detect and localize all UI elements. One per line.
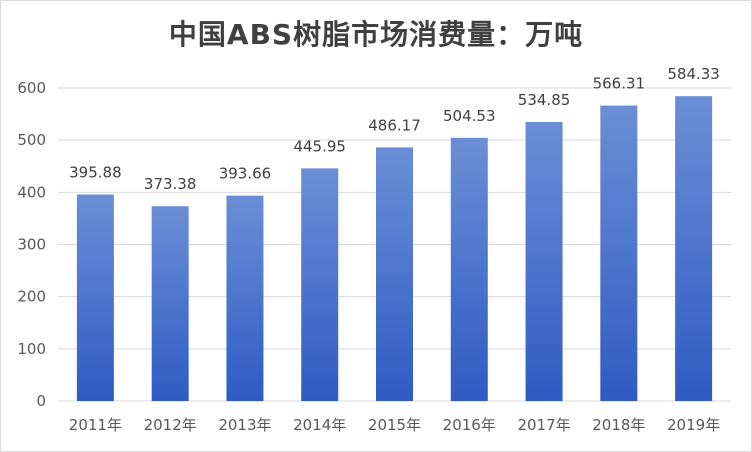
- y-tick-label: 300: [17, 236, 46, 254]
- y-tick-label: 100: [17, 340, 46, 358]
- chart-title: 中国ABS树脂市场消费量：万吨: [168, 18, 584, 51]
- data-label: 504.53: [443, 107, 496, 125]
- data-label: 566.31: [593, 75, 646, 93]
- x-tick-label: 2017年: [517, 416, 570, 434]
- y-tick-label: 600: [17, 79, 46, 97]
- y-tick-label: 400: [17, 183, 46, 201]
- bar: [376, 147, 413, 401]
- x-tick-label: 2016年: [443, 416, 496, 434]
- bar: [226, 195, 264, 401]
- y-tick-label: 0: [36, 392, 46, 410]
- x-tick-label: 2015年: [368, 416, 421, 434]
- x-tick-label: 2018年: [592, 416, 645, 434]
- data-label: 393.66: [219, 165, 272, 183]
- x-tick-label: 2014年: [293, 416, 346, 434]
- x-tick-label: 2011年: [69, 416, 122, 434]
- bar: [600, 105, 638, 401]
- bar: [525, 121, 563, 402]
- data-label: 534.85: [518, 91, 571, 109]
- bar: [151, 206, 189, 401]
- bar: [301, 168, 339, 401]
- data-label: 445.95: [293, 137, 346, 155]
- data-label: 395.88: [69, 163, 122, 181]
- bar: [450, 137, 488, 401]
- data-label: 373.38: [144, 175, 197, 193]
- y-tick-label: 200: [17, 288, 46, 306]
- data-label: 486.17: [368, 116, 421, 134]
- y-tick-label: 500: [17, 131, 46, 149]
- bar: [675, 96, 713, 402]
- data-label: 584.33: [667, 65, 720, 83]
- x-tick-label: 2019年: [667, 416, 720, 434]
- x-tick-label: 2012年: [144, 416, 197, 434]
- bar: [76, 194, 114, 401]
- x-tick-label: 2013年: [218, 416, 271, 434]
